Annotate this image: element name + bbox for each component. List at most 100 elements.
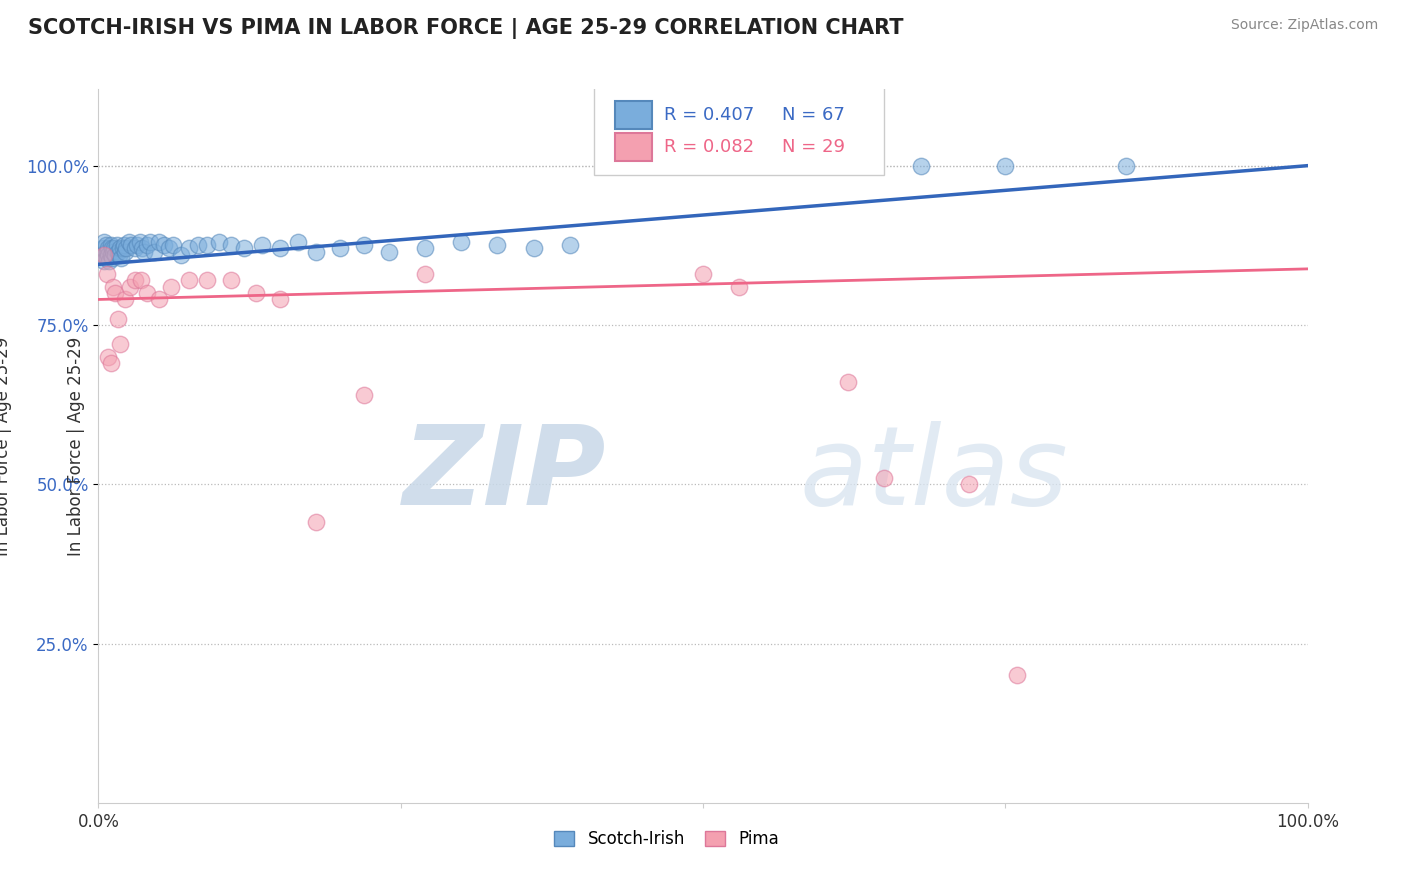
Point — [994, 159, 1017, 173]
Point — [108, 248, 131, 262]
Legend: Scotch-Irish, Pima: Scotch-Irish, Pima — [548, 824, 786, 855]
Point — [1007, 668, 1029, 682]
Point — [148, 293, 170, 307]
Point — [353, 388, 375, 402]
Point — [287, 235, 309, 249]
Point — [692, 267, 714, 281]
Point — [179, 242, 201, 256]
Point — [96, 267, 118, 281]
Point — [160, 279, 183, 293]
FancyBboxPatch shape — [595, 78, 884, 175]
Point — [813, 159, 835, 173]
Point — [157, 242, 180, 256]
Text: R = 0.407: R = 0.407 — [664, 106, 755, 124]
Point — [187, 238, 209, 252]
Point — [195, 273, 218, 287]
Point — [269, 293, 291, 307]
Point — [105, 238, 128, 252]
Point — [486, 238, 509, 252]
Point — [135, 286, 157, 301]
Point — [118, 279, 141, 293]
Point — [108, 242, 131, 256]
Point — [128, 235, 150, 249]
Point — [114, 244, 136, 259]
FancyBboxPatch shape — [614, 134, 652, 161]
Point — [208, 235, 231, 249]
Point — [837, 376, 859, 390]
Point — [450, 235, 472, 249]
Point — [1115, 159, 1137, 173]
Point — [91, 248, 114, 262]
Point — [103, 242, 125, 256]
Point — [558, 238, 581, 252]
Point — [96, 251, 118, 265]
Point — [93, 235, 115, 249]
Point — [957, 477, 980, 491]
Text: Source: ZipAtlas.com: Source: ZipAtlas.com — [1230, 18, 1378, 32]
Point — [120, 238, 142, 252]
Point — [152, 238, 174, 252]
Point — [631, 159, 654, 173]
Point — [97, 350, 120, 364]
Point — [245, 286, 267, 301]
Point — [104, 248, 127, 262]
Point — [135, 238, 157, 252]
Point — [100, 238, 122, 252]
Point — [96, 244, 118, 259]
Point — [329, 242, 352, 256]
Point — [169, 248, 191, 262]
Point — [115, 242, 138, 256]
Point — [100, 242, 122, 256]
Point — [100, 248, 122, 262]
Text: ZIP: ZIP — [402, 421, 606, 528]
Point — [250, 238, 273, 252]
Point — [124, 273, 146, 287]
Text: atlas: atlas — [800, 421, 1069, 528]
Point — [127, 238, 149, 252]
Point — [413, 242, 436, 256]
Point — [148, 235, 170, 249]
Point — [232, 242, 254, 256]
Point — [162, 238, 184, 252]
Point — [98, 254, 121, 268]
Point — [413, 267, 436, 281]
Point — [107, 244, 129, 259]
Point — [595, 159, 617, 173]
Point — [305, 516, 328, 530]
Point — [668, 159, 690, 173]
Point — [104, 286, 127, 301]
Y-axis label: In Labor Force | Age 25-29: In Labor Force | Age 25-29 — [0, 336, 11, 556]
Point — [353, 238, 375, 252]
Point — [100, 251, 122, 265]
Point — [143, 244, 166, 259]
Point — [523, 242, 546, 256]
Point — [93, 254, 115, 268]
Point — [101, 244, 124, 259]
Point — [139, 235, 162, 249]
Text: R = 0.082: R = 0.082 — [664, 138, 755, 156]
Point — [124, 242, 146, 256]
FancyBboxPatch shape — [614, 102, 652, 129]
Point — [118, 235, 141, 249]
Point — [221, 238, 243, 252]
Point — [108, 337, 131, 351]
Point — [716, 159, 738, 173]
Point — [100, 356, 122, 370]
Point — [195, 238, 218, 252]
Point — [873, 471, 896, 485]
Point — [112, 238, 135, 252]
Text: N = 29: N = 29 — [782, 138, 845, 156]
Point — [97, 242, 120, 256]
Point — [97, 248, 120, 262]
Point — [131, 242, 153, 256]
Text: SCOTCH-IRISH VS PIMA IN LABOR FORCE | AGE 25-29 CORRELATION CHART: SCOTCH-IRISH VS PIMA IN LABOR FORCE | AG… — [28, 18, 904, 39]
Point — [221, 273, 243, 287]
Point — [134, 244, 156, 259]
Point — [91, 242, 114, 256]
Point — [114, 293, 136, 307]
Point — [179, 273, 201, 287]
Point — [269, 242, 291, 256]
Point — [94, 238, 117, 252]
Y-axis label: In Labor Force | Age 25-29: In Labor Force | Age 25-29 — [66, 336, 84, 556]
Point — [129, 273, 152, 287]
